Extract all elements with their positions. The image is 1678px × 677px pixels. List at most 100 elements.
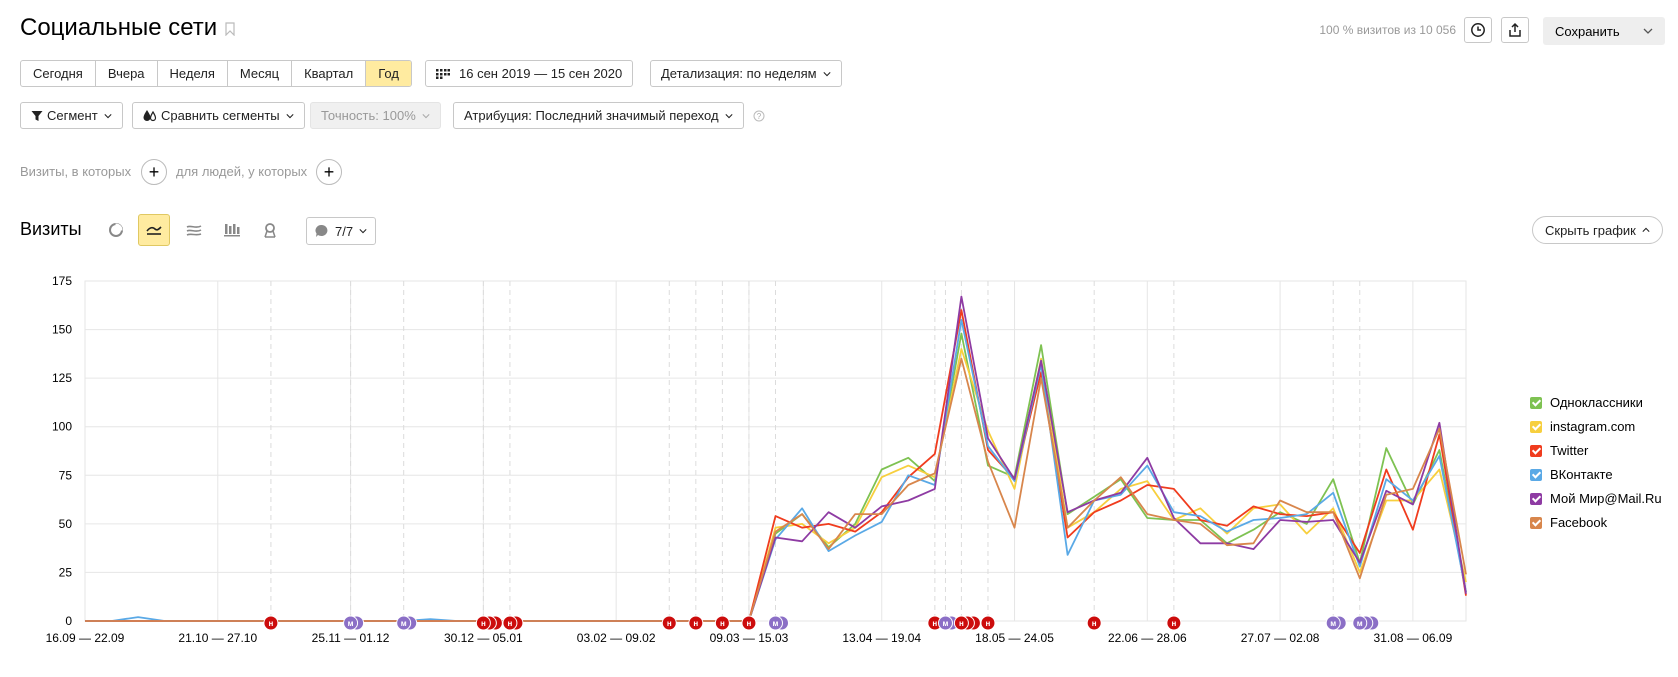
legend-label: Twitter [1550,443,1589,458]
chart-type-line[interactable] [138,214,170,246]
chart-type-pie[interactable] [100,214,132,246]
tab-week[interactable]: Неделя [158,61,228,86]
chart-type-map[interactable] [254,214,286,246]
attribution-label: Атрибуция: Последний значимый переход [464,108,719,123]
accuracy-select: Точность: 100% [310,102,441,129]
chart-type-bar[interactable] [216,214,248,246]
legend-item[interactable]: Одноклассники [1530,395,1662,410]
legend-label: Одноклассники [1550,395,1643,410]
x-tick-label: 03.02 — 09.02 [577,631,656,645]
checkbox-icon[interactable] [1530,420,1542,433]
legend-label: instagram.com [1550,419,1636,434]
annotation-marker-label: н [667,619,672,628]
tab-month[interactable]: Месяц [228,61,293,86]
x-tick-label: 22.06 — 28.06 [1108,631,1187,645]
attribution-select[interactable]: Атрибуция: Последний значимый переход [453,102,744,129]
visits-info: 100 % визитов из 10 056 [1319,23,1456,37]
clock-icon [1471,23,1485,37]
pie-chart-icon [109,223,123,237]
tab-year[interactable]: Год [366,61,411,86]
bookmark-icon[interactable] [225,22,235,36]
annotations-count: 7/7 [335,223,354,239]
chevron-down-icon [359,229,367,234]
area-chart-icon [186,225,202,236]
annotation-marker-label: н [268,619,273,628]
annotation-marker [396,615,412,631]
x-tick-label: 21.10 — 27.10 [178,631,257,645]
tab-quarter[interactable]: Квартал [292,61,367,86]
filter-icon [31,110,43,121]
chart-type-area[interactable] [178,214,210,246]
checkbox-icon[interactable] [1530,492,1542,505]
x-tick-label: 27.07 — 02.08 [1241,631,1320,645]
segment-button[interactable]: Сегмент [20,102,123,129]
y-tick-label: 75 [59,468,73,482]
x-tick-label: 25.11 — 01.12 [312,631,390,645]
map-pin-icon [264,223,276,238]
chart-series [85,295,1467,622]
legend-item[interactable]: Мой Мир@Mail.Ru [1530,491,1662,506]
history-button[interactable] [1464,17,1492,43]
comment-icon [315,224,328,237]
x-tick-label: 18.05 — 24.05 [975,631,1054,645]
chevron-down-icon [422,113,430,118]
chevron-down-icon [286,113,294,118]
y-tick-label: 100 [52,420,72,434]
legend-item[interactable]: ВКонтакте [1530,467,1662,482]
save-button-label: Сохранить [1555,23,1620,39]
checkbox-icon[interactable] [1530,396,1542,409]
drops-icon [143,110,157,122]
x-tick-label: 16.09 — 22.09 [46,631,125,645]
chevron-up-icon [1642,227,1650,232]
visits-line-chart: 0 25 50 75 100 125 150 175 16.09 — 22.09 21.10 —… [46,274,1467,645]
save-button[interactable]: Сохранить [1543,17,1665,45]
legend-label: Мой Мир@Mail.Ru [1550,491,1662,506]
x-tick-label: 30.12 — 05.01 [444,631,523,645]
annotation-marker [1166,615,1182,631]
annotation-marker [263,615,279,631]
help-icon[interactable]: ? [753,110,765,122]
annotation-marker [937,615,953,631]
people-condition-label: для людей, у которых [176,164,308,179]
chevron-down-icon [104,113,112,118]
legend-item[interactable]: Facebook [1530,515,1662,530]
export-button[interactable] [1501,17,1529,43]
annotation-marker-label: н [932,619,937,628]
chart-section-title: Визиты [20,219,82,239]
page-title: Социальные сети [20,14,218,41]
tab-today[interactable]: Сегодня [21,61,96,86]
checkbox-icon[interactable] [1530,468,1542,481]
x-tick-label: 09.03 — 15.03 [710,631,789,645]
checkbox-icon[interactable] [1530,444,1542,457]
annotation-marker-label: н [959,619,964,628]
add-visits-condition-button[interactable]: + [141,159,167,185]
detail-select[interactable]: Детализация: по неделям [650,60,842,87]
checkbox-icon[interactable] [1530,516,1542,529]
tab-yesterday[interactable]: Вчера [96,61,158,86]
annotation-marker [1352,615,1368,631]
chevron-down-icon [1643,28,1653,34]
compare-segments-button[interactable]: Сравнить сегменты [132,102,305,129]
annotation-marker [661,615,677,631]
date-range-picker[interactable]: 16 сен 2019 — 15 сен 2020 [425,60,634,87]
add-people-condition-button[interactable]: + [316,159,342,185]
detail-label: Детализация: по неделям [661,66,817,81]
chart-legend: Одноклассники instagram.com Twitter ВКонтак… [1530,395,1662,539]
series-line [85,332,1467,622]
legend-item[interactable]: instagram.com [1530,419,1662,434]
legend-label: Facebook [1550,515,1608,530]
annotation-marker-label: н [986,619,991,628]
annotation-marker [688,615,704,631]
annotation-marker [953,615,969,631]
y-tick-label: 150 [52,323,72,337]
hide-chart-button[interactable]: Скрыть график [1532,216,1663,244]
date-range-text: 16 сен 2019 — 15 сен 2020 [459,66,623,81]
annotations-toggle[interactable]: 7/7 [306,217,377,245]
series-line [85,357,1467,622]
annotation-marker-label: н [747,619,752,628]
chevron-down-icon [725,113,733,118]
annotation-marker-label: н [1171,619,1176,628]
legend-label: ВКонтакте [1550,467,1613,482]
legend-item[interactable]: Twitter [1530,443,1662,458]
annotation-marker [502,615,518,631]
